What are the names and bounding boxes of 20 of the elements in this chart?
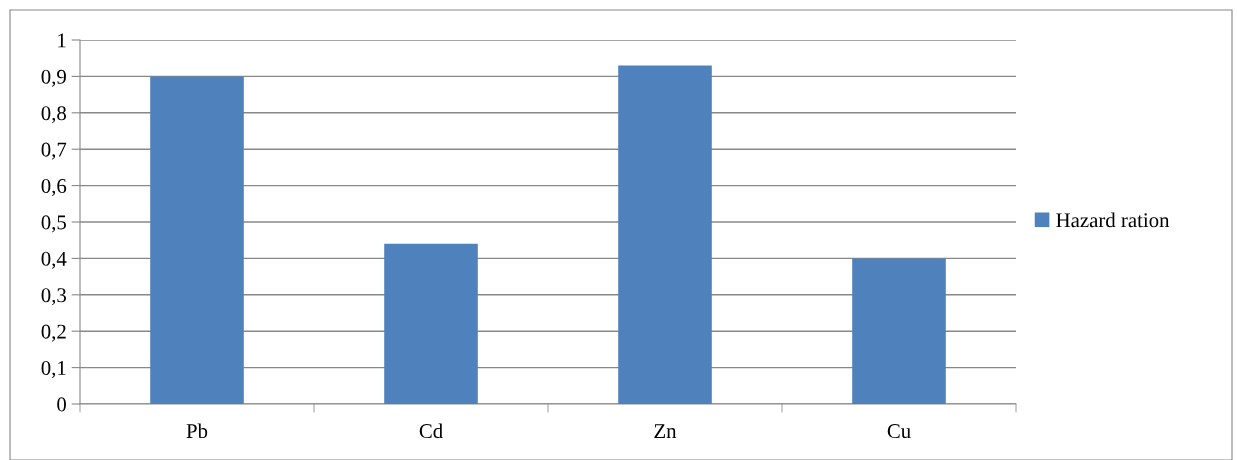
y-tick-label: 0,4 bbox=[41, 251, 67, 269]
x-tick-label: Cd bbox=[419, 423, 443, 439]
bar bbox=[150, 76, 244, 404]
y-tick-label: 0,9 bbox=[41, 69, 66, 87]
y-tick-label: 0 bbox=[57, 397, 67, 412]
y-tick-label: 0,5 bbox=[41, 215, 66, 233]
legend-label: Hazard ration bbox=[1056, 212, 1170, 228]
y-tick-label: 0,1 bbox=[41, 360, 66, 379]
y-tick-label: 1 bbox=[58, 33, 66, 48]
x-tick-label: Pb bbox=[186, 423, 208, 439]
y-tick-label: 0,8 bbox=[41, 106, 67, 124]
y-tick-label: 0,2 bbox=[41, 324, 66, 342]
y-tick-label: 0,6 bbox=[41, 178, 67, 197]
y-tick-label: 0,3 bbox=[41, 288, 66, 306]
x-tick-label: Zn bbox=[654, 424, 677, 438]
bar bbox=[384, 243, 478, 404]
y-tick-label: 0,7 bbox=[41, 142, 67, 160]
bar bbox=[852, 258, 946, 404]
x-tick-label: Cu bbox=[887, 424, 911, 439]
bar bbox=[618, 65, 712, 404]
